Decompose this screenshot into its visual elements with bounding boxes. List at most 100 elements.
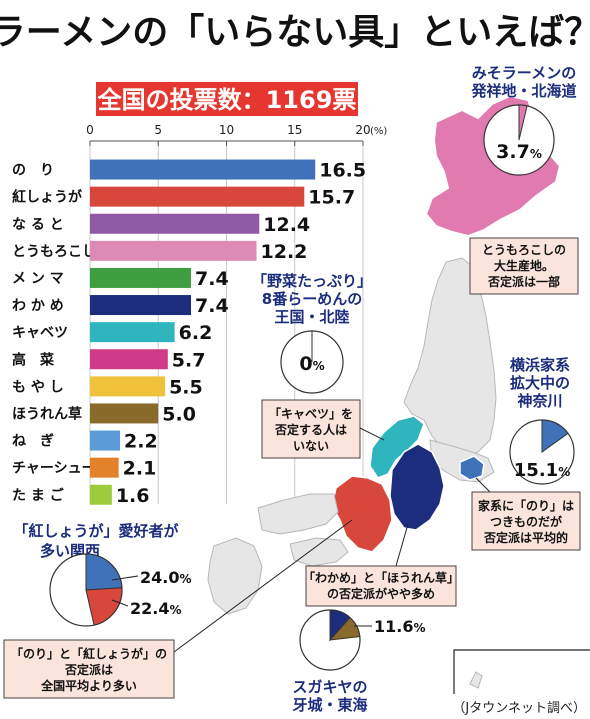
kansai-note-leader xyxy=(173,519,353,653)
hokuriku-title-line-2: 8番らーめんの xyxy=(262,290,362,308)
region-tokai: 「わかめ」と「ほうれん草」 の否定派がやや多め 11.6% スガキヤの 牙城・東… xyxy=(292,523,459,714)
hokuriku-title-line-1: 「野菜たっぷり」 xyxy=(252,272,372,290)
map-shikoku xyxy=(289,537,349,567)
map-okinawa-inset xyxy=(453,649,590,694)
page-title: ラーメンの「いらない具」といえば？ xyxy=(0,12,590,53)
map-okinawa xyxy=(469,671,483,689)
bar-chart: 0 5 10 15 20 (%) の り 16.5 紅しょうが 15.7 な る と 12.4 とう… xyxy=(12,123,387,507)
bar-5 xyxy=(90,295,192,316)
kanagawa-pie-label: 15.1% xyxy=(514,460,570,481)
bar-2 xyxy=(90,213,260,234)
kansai-title-line-1: 「紅しょうが」愛好者が xyxy=(13,522,179,540)
bar-value-label-2: 12.4 xyxy=(263,214,310,236)
region-hokuriku: 「野菜たっぷり」 8番らーめんの 王国・北陸 0% 「キャベツ」を 否定する人は… xyxy=(252,272,385,459)
map-chugoku xyxy=(257,493,339,535)
map-hokuriku xyxy=(369,415,425,479)
bar-category-label-5: わ か め xyxy=(12,298,64,314)
bar-category-label-1: 紅しょうが xyxy=(12,189,83,206)
kansai-pie xyxy=(49,553,123,627)
bar-value-label-1: 15.7 xyxy=(308,187,355,209)
bar-3 xyxy=(90,240,257,261)
hokuriku-leader xyxy=(359,427,385,441)
hokuriku-note-line-3: いない xyxy=(293,439,329,453)
bar-category-label-2: な る と xyxy=(12,217,64,233)
japan-map xyxy=(207,94,590,694)
hokuriku-pie xyxy=(280,330,344,394)
hokkaido-note-box xyxy=(469,237,579,295)
source-credit: （Jタウンネット調べ） xyxy=(452,701,586,716)
x-tick-label-2: 10 xyxy=(219,123,234,137)
hokuriku-title-line-3: 王国・北陸 xyxy=(274,308,349,326)
kanagawa-pie-value: 15.1 xyxy=(514,460,558,481)
hokkaido-pie xyxy=(483,104,555,176)
hokkaido-pie-pct: % xyxy=(530,147,542,161)
region-kansai: 「紅しょうが」愛好者が 多い関西 24.0% 22.4% 「のり」と「紅しょうが… xyxy=(3,519,353,699)
kansai-pie-value-2: 22.4 xyxy=(130,599,169,618)
bar-4 xyxy=(90,267,192,288)
region-kanagawa: 横浜家系 拡大中の 神奈川 15.1% 家系に「のり」は つきものだが 否定派は… xyxy=(471,356,581,551)
kanagawa-note-line-3: 否定派は平均的 xyxy=(483,530,568,545)
x-tick-label-4: 20 xyxy=(355,123,370,137)
map-kansai xyxy=(331,475,393,553)
tokai-pie-label: 11.6% xyxy=(374,617,426,636)
kansai-note-line-2: 否定派は xyxy=(64,662,113,677)
bar-value-label-9: 5.0 xyxy=(162,403,196,425)
map-tokai xyxy=(389,443,445,531)
x-tick-label-1: 5 xyxy=(154,123,162,137)
bar-category-label-11: チャーシュー xyxy=(12,461,96,477)
total-votes-label: 全国の投票数：1169票 xyxy=(97,86,357,114)
kansai-pie-label-2: 22.4% xyxy=(130,599,182,618)
bar-9 xyxy=(90,403,159,424)
bar-category-label-6: キャベツ xyxy=(12,325,68,341)
tokai-pie xyxy=(299,609,361,671)
tokai-note-line-2: の否定派がやや多め xyxy=(327,586,435,601)
tokai-note-box xyxy=(305,565,457,607)
bar-12 xyxy=(90,484,112,505)
hokuriku-pie-label: 0% xyxy=(299,353,324,375)
bar-category-label-10: ね ぎ xyxy=(12,433,54,450)
x-tick-label-0: 0 xyxy=(86,123,94,137)
kanagawa-title-line-1: 横浜家系 xyxy=(510,356,570,374)
bar-value-label-10: 2.2 xyxy=(124,431,158,453)
kansai-note-line-1: 「のり」と「紅しょうが」の xyxy=(11,646,167,661)
map-kanagawa xyxy=(459,455,485,481)
hokkaido-title-line-2: 発祥地・北海道 xyxy=(470,82,576,100)
hokkaido-note-line-1: とうもろこしの xyxy=(482,243,566,257)
kanagawa-note-line-1: 家系に「のり」は xyxy=(478,498,574,513)
hokuriku-note-box xyxy=(261,399,361,459)
kanagawa-leader xyxy=(475,477,491,493)
kanagawa-pie-pct: % xyxy=(558,465,570,479)
total-votes-banner xyxy=(96,82,358,116)
map-kyushu xyxy=(207,537,263,615)
kansai-pie-pct-2: % xyxy=(169,603,181,617)
bar-value-label-3: 12.2 xyxy=(261,241,308,263)
kanagawa-title-line-2: 拡大中の xyxy=(510,374,570,392)
hokkaido-note-line-3: 否定派は一部 xyxy=(487,274,560,289)
pie-kansai-slice-0 xyxy=(85,553,123,591)
tokai-title-line-1: スガキヤの xyxy=(292,678,367,696)
kanagawa-note-box xyxy=(471,491,581,551)
axis-unit-label: (%) xyxy=(370,126,387,137)
bar-value-label-0: 16.5 xyxy=(319,160,366,182)
kansai-pie-label-1: 24.0% xyxy=(140,568,192,587)
kanagawa-pie xyxy=(509,419,575,485)
bar-6 xyxy=(90,322,175,343)
bar-value-label-12: 1.6 xyxy=(116,485,150,507)
kansai-note-line-3: 全国平均より多い xyxy=(40,678,137,693)
kanagawa-note-line-2: つきものだが xyxy=(490,514,562,529)
bar-category-label-7: 高 菜 xyxy=(12,351,55,368)
bar-category-label-3: とうもろこし xyxy=(12,244,96,260)
hokkaido-pie-label: 3.7% xyxy=(496,141,542,163)
tokai-note-leader xyxy=(395,523,409,567)
bar-value-label-7: 5.7 xyxy=(172,349,206,371)
bar-chart-rows: の り 16.5 紅しょうが 15.7 な る と 12.4 とうもろこし 12.2 メ ン マ… xyxy=(12,159,366,507)
bar-value-label-8: 5.5 xyxy=(169,376,203,398)
hokkaido-title-line-1: みそラーメンの xyxy=(472,64,576,82)
bar-category-label-0: の り xyxy=(12,163,54,179)
bar-value-label-4: 7.4 xyxy=(195,268,229,290)
bar-10 xyxy=(90,430,121,451)
hokuriku-note-line-2: 否定する人は xyxy=(274,422,347,437)
bar-8 xyxy=(90,376,166,397)
tokai-title-line-2: 牙城・東海 xyxy=(292,696,367,714)
